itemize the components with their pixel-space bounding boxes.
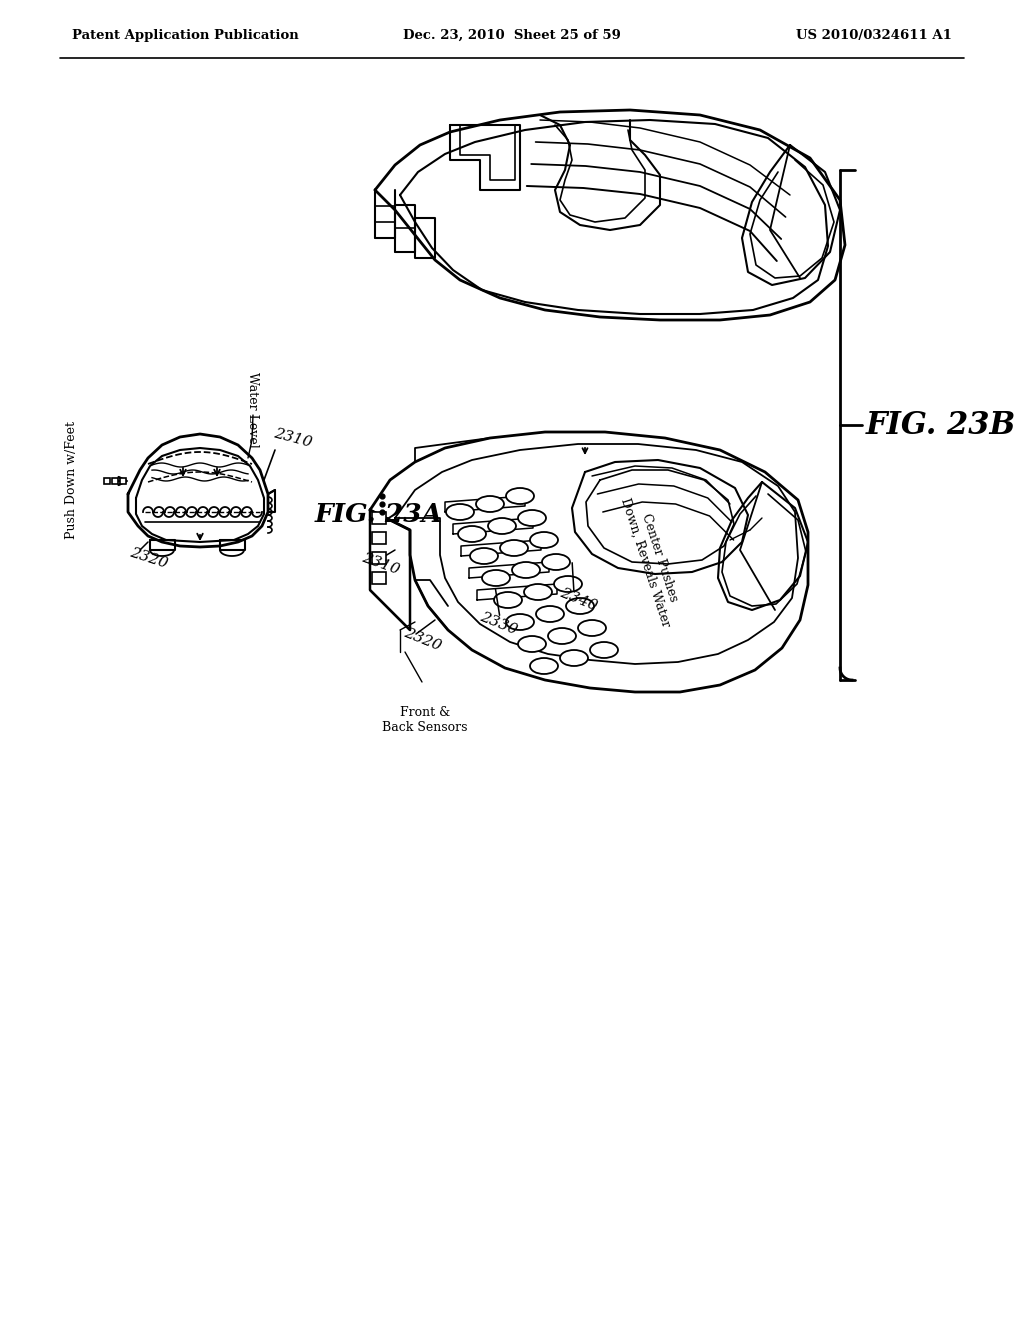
Ellipse shape: [512, 562, 540, 578]
Ellipse shape: [470, 548, 498, 564]
Ellipse shape: [476, 496, 504, 512]
Text: Dec. 23, 2010  Sheet 25 of 59: Dec. 23, 2010 Sheet 25 of 59: [403, 29, 621, 41]
Ellipse shape: [554, 576, 582, 591]
Bar: [112, 478, 118, 484]
Text: Water Level: Water Level: [246, 372, 259, 447]
Text: Push Down w/Feet: Push Down w/Feet: [66, 421, 79, 539]
Text: 2310: 2310: [272, 426, 313, 450]
Text: 2330: 2330: [478, 610, 519, 638]
Text: US 2010/0324611 A1: US 2010/0324611 A1: [796, 29, 952, 41]
Ellipse shape: [458, 525, 486, 543]
Ellipse shape: [560, 649, 588, 667]
Bar: [120, 478, 126, 484]
Text: Front &
Back Sensors: Front & Back Sensors: [382, 706, 468, 734]
Ellipse shape: [506, 488, 534, 504]
Ellipse shape: [530, 657, 558, 675]
Ellipse shape: [566, 598, 594, 614]
Ellipse shape: [518, 510, 546, 525]
Ellipse shape: [530, 532, 558, 548]
Bar: [372, 552, 386, 564]
Text: FIG. 23A: FIG. 23A: [315, 503, 443, 528]
Text: 2310: 2310: [360, 550, 401, 577]
Text: Patent Application Publication: Patent Application Publication: [72, 29, 299, 41]
Ellipse shape: [578, 620, 606, 636]
Ellipse shape: [590, 642, 618, 657]
Bar: [372, 512, 386, 524]
Text: 2320: 2320: [402, 626, 443, 653]
Ellipse shape: [518, 636, 546, 652]
Ellipse shape: [482, 570, 510, 586]
Ellipse shape: [506, 614, 534, 630]
Ellipse shape: [536, 606, 564, 622]
Text: FIG. 23B: FIG. 23B: [866, 409, 1016, 441]
Text: 2320: 2320: [128, 545, 169, 570]
Text: 2340: 2340: [558, 586, 599, 614]
Bar: [372, 572, 386, 583]
Ellipse shape: [446, 504, 474, 520]
Bar: [104, 478, 110, 484]
Ellipse shape: [494, 591, 522, 609]
Text: Center Pushes
Down, Reveals Water: Center Pushes Down, Reveals Water: [617, 491, 686, 628]
Ellipse shape: [524, 583, 552, 601]
Ellipse shape: [500, 540, 528, 556]
Bar: [372, 532, 386, 544]
Ellipse shape: [548, 628, 575, 644]
Ellipse shape: [542, 554, 570, 570]
Ellipse shape: [488, 517, 516, 535]
